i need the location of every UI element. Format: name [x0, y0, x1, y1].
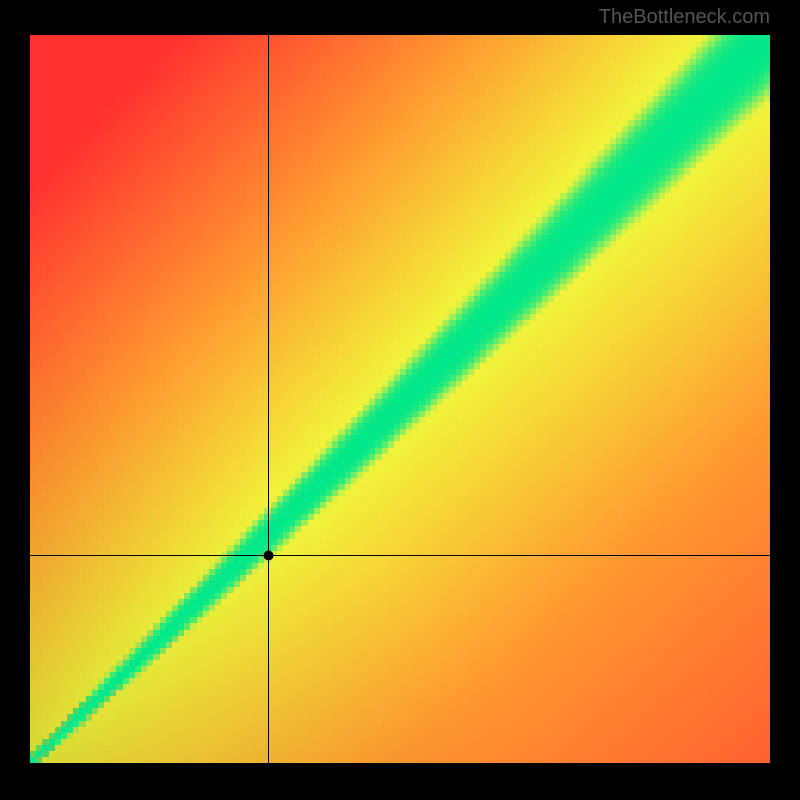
heatmap-canvas	[30, 35, 770, 763]
heatmap-plot-frame	[30, 35, 770, 763]
chart-container: TheBottleneck.com	[0, 0, 800, 800]
watermark-text: TheBottleneck.com	[599, 6, 770, 29]
